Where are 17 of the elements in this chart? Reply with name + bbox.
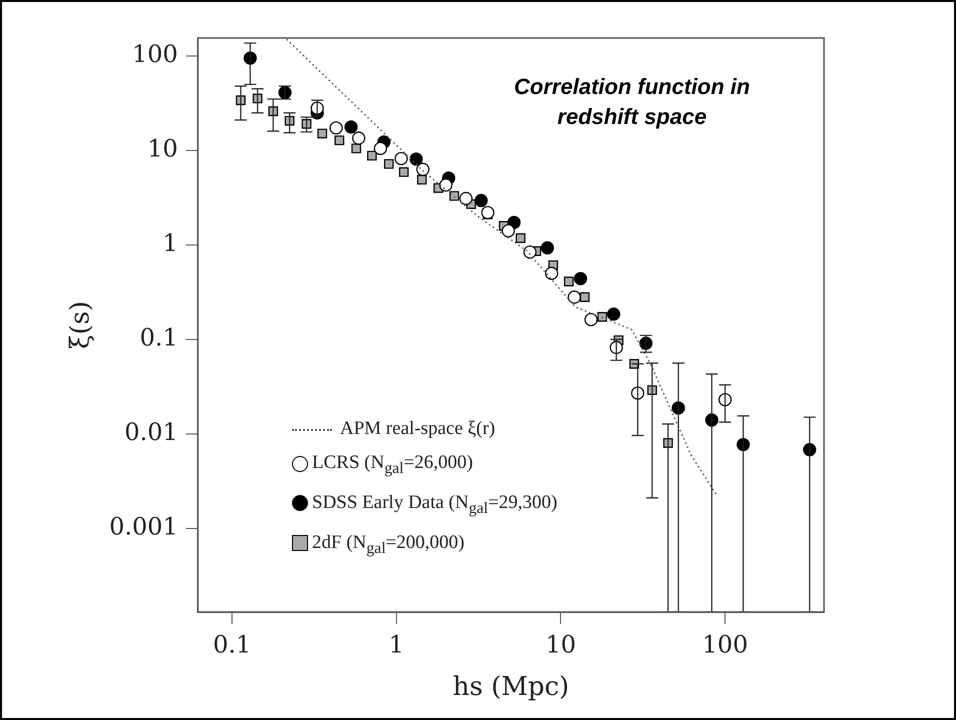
legend-label: SDSS Early Data (N$_{gal}$=29,300)	[312, 492, 558, 517]
x-tick-label: 100	[702, 630, 748, 659]
y-tick-label: 0.001	[109, 512, 178, 541]
x-tick-label: 10	[545, 630, 576, 659]
legend-label: APM real-space ξ(r)	[340, 418, 496, 439]
x-tick-label: 1	[388, 630, 404, 659]
y-tick-label: 0.01	[124, 418, 178, 446]
y-tick-label: 100	[132, 40, 178, 68]
x-tick-label: 0.1	[212, 630, 252, 659]
y-tick-label: 0.1	[140, 324, 178, 352]
annotation: Correlation function in redshift space	[513, 73, 751, 131]
x-axis-title: hs (Mpc)	[452, 672, 570, 702]
legend-label: 2dF (N$_{gal}$=200,000)	[312, 532, 465, 556]
y-tick-label: 10	[147, 134, 178, 163]
y-axis-title: ξ(s)	[65, 301, 96, 349]
y-tick-label: 1	[162, 229, 178, 258]
legend-label: LCRS (N$_{gal}$=26,000)	[312, 452, 473, 477]
